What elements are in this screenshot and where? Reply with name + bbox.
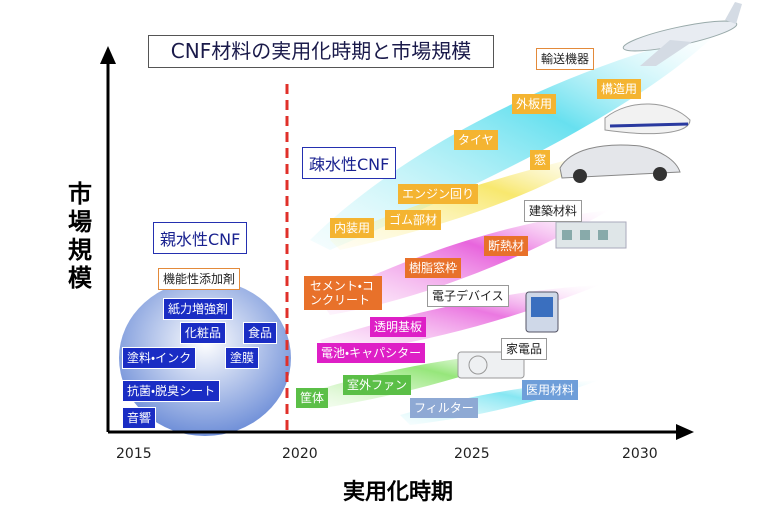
device	[525, 291, 559, 333]
item: 家電品	[501, 338, 548, 360]
group-label: 疎水性CNF	[302, 147, 397, 179]
item: フィルター	[410, 398, 478, 418]
item: 外板用	[512, 94, 557, 114]
year-label: 2025	[454, 446, 490, 462]
car	[559, 144, 681, 183]
item: 輸送機器	[536, 48, 595, 70]
item: 電子デバイス	[427, 285, 509, 307]
item: 音響	[122, 407, 157, 429]
item: 内装用	[330, 218, 375, 238]
item: タイヤ	[454, 130, 498, 150]
group-label: 親水性CNF	[153, 222, 248, 254]
item: 化粧品	[180, 322, 227, 344]
item: 構造用	[597, 79, 642, 99]
item: 電池・キャパシター	[317, 343, 426, 363]
item: 塗料・インク	[122, 347, 197, 369]
item: ゴム部材	[385, 210, 442, 230]
year-label: 2030	[622, 446, 658, 462]
item: 建築材料	[524, 200, 583, 222]
item: 食品	[243, 322, 278, 344]
item: エンジン回り	[398, 184, 479, 204]
item: 医用材料	[522, 380, 579, 400]
item: 抗菌・脱臭シート	[122, 380, 221, 402]
item: 樹脂窓枠	[405, 258, 462, 278]
x-arrow	[676, 424, 694, 440]
item: 断熱材	[484, 236, 529, 256]
title: CNF材料の実用化時期と市場規模	[148, 35, 494, 68]
item: 窓	[530, 150, 551, 170]
item: 透明基板	[370, 317, 427, 337]
item: 紙力増強剤	[163, 298, 234, 320]
y-arrow	[100, 46, 116, 64]
item: 機能性添加剤	[158, 268, 241, 290]
item: 塗膜	[225, 347, 260, 369]
airplane	[622, 2, 742, 66]
band	[320, 210, 610, 315]
item: セメント・コンクリート	[304, 276, 382, 310]
item: 室外ファン	[343, 375, 412, 395]
x-axis-label: 実用化時期	[342, 480, 453, 505]
year-label: 2020	[282, 446, 318, 462]
y-axis-label: 市場規模	[68, 180, 92, 292]
item: 筐体	[296, 388, 329, 408]
building	[555, 221, 627, 249]
year-label: 2015	[116, 446, 152, 462]
train	[604, 103, 691, 135]
